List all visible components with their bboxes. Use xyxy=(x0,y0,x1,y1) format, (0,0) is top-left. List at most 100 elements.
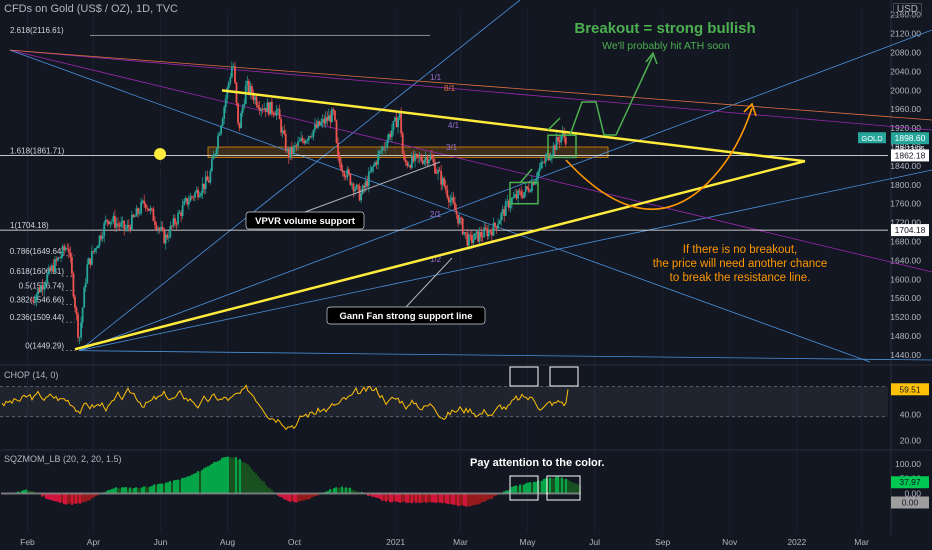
sqz-value-tag xyxy=(891,476,929,489)
candle xyxy=(132,214,135,217)
candle xyxy=(427,160,430,164)
candle xyxy=(158,228,161,230)
candle xyxy=(277,109,279,110)
candle xyxy=(177,213,179,225)
sqz-dot xyxy=(155,492,157,495)
candle xyxy=(120,222,123,227)
candle xyxy=(95,248,98,249)
sqz-bar xyxy=(249,466,251,494)
candle xyxy=(438,170,441,172)
candle xyxy=(183,201,186,206)
candle xyxy=(134,216,136,218)
candle xyxy=(263,107,266,110)
sqz-dot xyxy=(91,492,93,495)
candle xyxy=(117,223,119,225)
sqz-dot xyxy=(485,492,487,495)
candle xyxy=(377,153,379,165)
sqz-bar xyxy=(239,459,241,494)
sqz-bar xyxy=(47,493,49,500)
candle xyxy=(166,234,169,238)
sqz-bar xyxy=(189,475,191,494)
sqz-dot xyxy=(53,492,55,495)
candle xyxy=(363,185,366,188)
location-pin-icon xyxy=(154,148,167,176)
sqz-bar xyxy=(79,493,81,504)
sqz-dot xyxy=(165,492,167,495)
candle xyxy=(364,180,367,188)
candle xyxy=(500,213,503,221)
sqz-dot xyxy=(23,492,25,495)
candle xyxy=(278,109,281,120)
sqz-bar xyxy=(129,487,131,494)
price-tick-label: 1680.00 xyxy=(890,237,921,247)
sqz-dot xyxy=(57,492,59,495)
sqz-bar xyxy=(541,480,543,494)
sqz-bar xyxy=(235,457,237,494)
arrow-head xyxy=(645,51,658,65)
sqz-bar xyxy=(141,487,143,494)
sqz-dot xyxy=(377,492,379,495)
sqz-bar xyxy=(163,483,165,494)
sqz-dot xyxy=(47,492,49,495)
sqz-bar xyxy=(267,487,269,494)
candle xyxy=(221,118,224,126)
candle xyxy=(544,156,547,162)
sqz-bar xyxy=(431,493,433,503)
sqz-dot xyxy=(505,492,507,495)
sqz-bar xyxy=(213,462,215,494)
sqz-bar xyxy=(295,493,297,503)
gann-fan: 1/18/1 4/1 3/1 2/1 1/2 xyxy=(9,0,932,363)
sqz-dot xyxy=(563,492,565,495)
candle xyxy=(326,117,329,121)
candle xyxy=(492,222,495,236)
candle xyxy=(272,112,275,115)
x-tick-label: Sep xyxy=(655,537,670,547)
sqz-dot xyxy=(139,492,141,495)
candle xyxy=(255,96,258,106)
candle xyxy=(280,119,283,133)
sqz-bar xyxy=(109,489,111,494)
sqz-bar xyxy=(543,478,545,494)
candle xyxy=(106,219,109,221)
candle xyxy=(540,162,543,168)
candle xyxy=(207,180,210,183)
sqz-bar xyxy=(527,482,529,494)
chop-tick-label: 40.00 xyxy=(900,409,922,419)
sqz-bar xyxy=(195,472,197,494)
candle xyxy=(258,107,261,111)
candle xyxy=(289,147,292,158)
sqz-bar xyxy=(391,493,393,503)
candle xyxy=(217,135,219,150)
sqz-bar xyxy=(531,482,533,494)
sqz-bar xyxy=(355,491,357,494)
sqz-dot xyxy=(319,492,321,495)
candle xyxy=(387,134,390,141)
breakout-box xyxy=(547,134,577,159)
x-tick-label: Mar xyxy=(453,537,468,547)
sqz-dot xyxy=(3,492,5,495)
sqz-dot xyxy=(177,492,179,495)
candle xyxy=(100,235,103,239)
sqz-dot xyxy=(329,492,331,495)
sqz-dot xyxy=(201,492,203,495)
sqz-dot xyxy=(317,492,319,495)
candle xyxy=(266,102,269,112)
sqz-bar xyxy=(115,487,117,494)
x-tick-label: 2022 xyxy=(787,537,806,547)
chop-value-tag xyxy=(891,383,929,396)
sqz-dot xyxy=(293,492,295,495)
currency-badge[interactable]: USD xyxy=(892,3,922,16)
sqz-bar xyxy=(329,489,331,494)
sqz-dot xyxy=(399,492,401,495)
sqz-bar xyxy=(89,493,91,501)
candle xyxy=(354,189,356,192)
ticker-label: GOLD xyxy=(861,134,883,143)
sqz-bar xyxy=(283,493,285,500)
candle xyxy=(252,94,255,101)
candle xyxy=(503,209,506,216)
candle xyxy=(391,130,393,138)
candle xyxy=(384,147,387,148)
sqz-bar xyxy=(547,478,549,494)
sqz-dot xyxy=(303,492,305,495)
